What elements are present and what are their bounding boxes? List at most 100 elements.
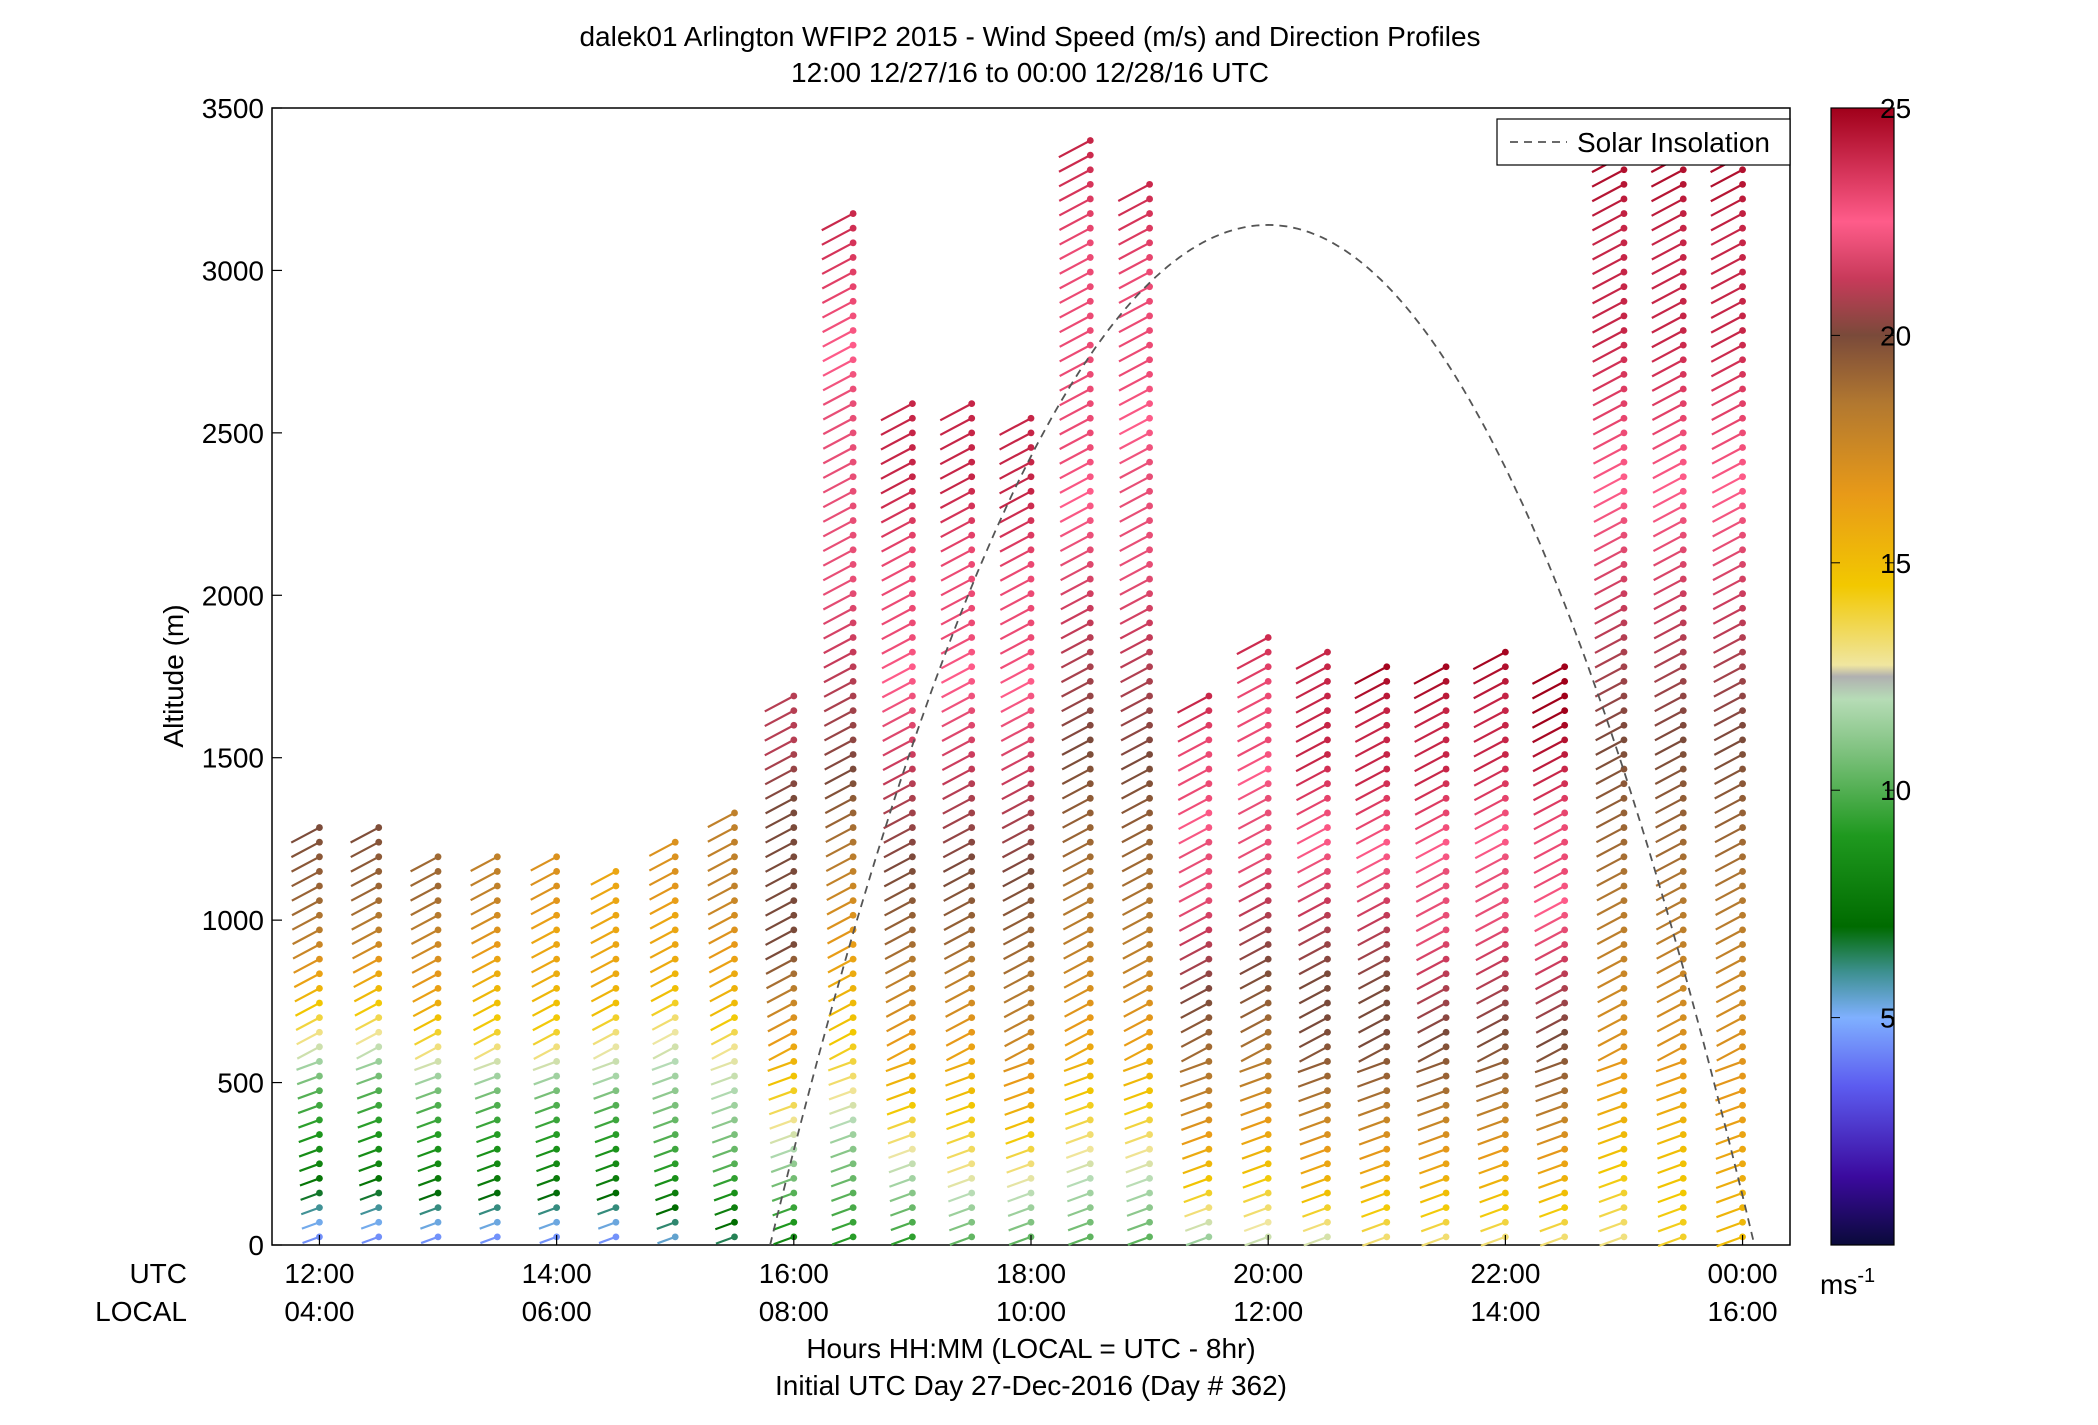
wind-barb-dot [1146, 312, 1153, 320]
wind-barb-dot [1027, 1175, 1035, 1182]
wind-barb-dot [1501, 853, 1509, 861]
wind-barb-tail [889, 1191, 913, 1203]
wind-barb-dot [1679, 1204, 1687, 1212]
wind-barb-dot [1442, 809, 1450, 817]
wind-barb-dot [849, 765, 857, 773]
wind-barb-tail [1475, 914, 1506, 933]
wind-barb-tail [1421, 1235, 1447, 1247]
wind-barb-dot [1264, 663, 1272, 671]
wind-barb-tail [1416, 987, 1447, 1005]
wind-barb-tail [941, 724, 973, 742]
wind-barb-dot [1620, 736, 1628, 744]
wind-barb-tail [708, 943, 736, 960]
wind-barb-tail [882, 738, 913, 757]
wind-barb-dot [1679, 546, 1687, 554]
wind-barb-dot [375, 1131, 383, 1138]
wind-barb-dot [1027, 1145, 1035, 1153]
wind-barb-dot [434, 853, 442, 861]
wind-barb-tail [1656, 1104, 1684, 1116]
wind-barb-dot [790, 1043, 798, 1051]
wind-barb-tail [1653, 563, 1684, 582]
wind-barb-dot [1086, 765, 1094, 773]
wind-barb-tail [1710, 329, 1744, 349]
wind-barb-dot [849, 882, 857, 890]
wind-barb-tail [414, 1075, 439, 1086]
wind-barb-tail [1059, 344, 1091, 363]
wind-barb-dot [553, 1189, 561, 1197]
wind-barb-dot [1324, 1116, 1331, 1124]
wind-barb-dot [1264, 1116, 1272, 1124]
wind-barb-dot [1264, 1028, 1272, 1036]
wind-barb-dot [1086, 356, 1094, 364]
wind-barb-dot [1679, 268, 1687, 276]
wind-barb-tail [1302, 1206, 1328, 1218]
wind-barb-dot [968, 590, 976, 598]
wind-barb-tail [1651, 271, 1684, 290]
wind-barb-dot [849, 853, 857, 861]
wind-barb-dot [1501, 707, 1509, 715]
wind-barb-dot [1027, 721, 1035, 729]
wind-barb-dot [1739, 385, 1746, 393]
wind-barb-dot [434, 882, 442, 890]
wind-barb-dot [553, 1116, 561, 1124]
wind-barb-dot [1383, 1058, 1391, 1065]
wind-barb-tail [415, 1089, 439, 1100]
wind-barb-tail [1534, 1060, 1566, 1074]
wind-barb-dot [849, 970, 857, 978]
wind-barb-dot [493, 1175, 501, 1182]
x-tick-label-utc: 12:00 [284, 1258, 354, 1289]
wind-barb-dot [434, 1072, 442, 1080]
chart-subtitle: 12:00 12/27/16 to 00:00 12/28/16 UTC [791, 57, 1269, 88]
wind-barb-dot [849, 911, 857, 919]
wind-barb-dot [1442, 984, 1450, 992]
wind-barb-dot [1027, 868, 1035, 875]
wind-barb-tail [1652, 534, 1684, 553]
wind-barb-tail [821, 256, 854, 275]
wind-barb-tail [1296, 841, 1329, 860]
wind-barb-tail [1416, 1002, 1447, 1020]
wind-barb-dot [671, 1233, 679, 1241]
wind-barb-dot [1620, 984, 1628, 992]
wind-barb-dot [316, 1189, 323, 1197]
wind-barb-dot [1146, 575, 1153, 583]
wind-barb-tail [1117, 212, 1151, 232]
wind-barb-tail [1712, 578, 1744, 596]
wind-barb-dot [1739, 1160, 1746, 1168]
wind-barb-dot [553, 955, 561, 963]
wind-barb-dot [1679, 254, 1687, 261]
wind-barb-tail [885, 1075, 913, 1087]
wind-barb-tail [530, 899, 558, 916]
wind-barb-dot [731, 970, 738, 978]
wind-barb-dot [1383, 707, 1391, 715]
wind-barb-tail [1713, 680, 1744, 698]
wind-barb-dot [1679, 487, 1687, 495]
wind-barb-dot [1086, 297, 1094, 305]
wind-barb-dot [1620, 224, 1628, 232]
wind-barb-dot [1739, 458, 1746, 466]
wind-barb-tail [945, 1045, 973, 1062]
wind-barb-dot [1620, 531, 1628, 539]
wind-barb-dot [493, 1131, 501, 1138]
wind-barb-dot [790, 780, 798, 788]
wind-barb-tail [1536, 1045, 1566, 1063]
wind-barb-tail [945, 1002, 973, 1018]
wind-barb-dot [1501, 751, 1509, 758]
wind-barb-tail [1064, 1045, 1091, 1062]
wind-barb-dot [612, 941, 620, 948]
wind-barb-tail [297, 1089, 320, 1100]
wind-barb-tail [1713, 651, 1744, 669]
wind-barb-tail [1593, 534, 1625, 553]
wind-barb-dot [1561, 911, 1569, 919]
wind-barb-tail [1119, 490, 1151, 509]
wind-barb-tail [1003, 1016, 1032, 1033]
wind-barb-tail [822, 417, 854, 436]
wind-barb-tail [1478, 1162, 1506, 1175]
wind-barb-tail [1063, 1060, 1091, 1073]
wind-barb-dot [1620, 414, 1628, 422]
wind-barb-dot [1620, 297, 1628, 305]
wind-barb-dot [731, 911, 738, 919]
wind-barb-dot [1027, 809, 1035, 817]
wind-barb-tail [1476, 1118, 1506, 1132]
wind-barb-tail [414, 1045, 439, 1060]
wind-barb-dot [671, 1058, 679, 1065]
